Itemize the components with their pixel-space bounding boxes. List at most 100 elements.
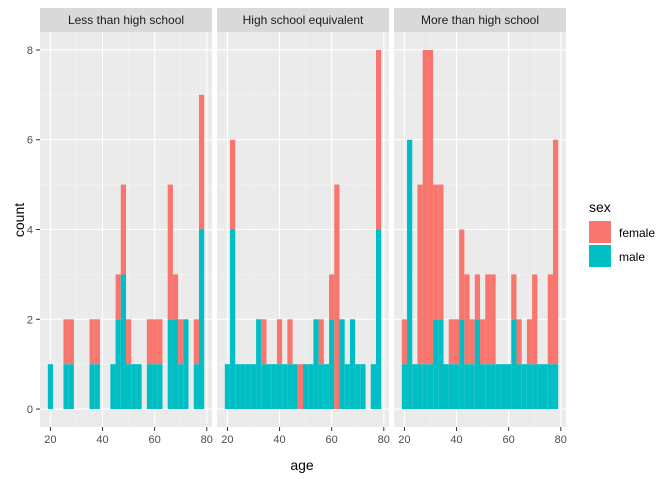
y-tick-label: 4 <box>27 225 33 237</box>
bar-female <box>401 319 408 365</box>
bar-male <box>271 364 277 410</box>
x-tick-label: 80 <box>555 434 567 446</box>
bar-male <box>542 364 548 410</box>
bar-female <box>167 184 173 320</box>
bar-male <box>152 364 158 410</box>
facet-panel-1: Less than high school 20 40 60 80 <box>40 8 213 446</box>
bar-male <box>193 364 199 410</box>
bar-male <box>438 319 444 410</box>
bar-male <box>318 364 324 410</box>
x-tick-label: 20 <box>221 434 233 446</box>
y-axis-title: count <box>11 203 27 237</box>
bar-female <box>422 49 428 365</box>
bar-male <box>172 319 179 410</box>
bar-male <box>183 319 189 410</box>
legend-item-male: male <box>589 245 645 267</box>
bar-male <box>552 364 559 410</box>
bar-male <box>349 319 356 410</box>
bar-male <box>532 364 538 410</box>
bar-female <box>115 274 121 320</box>
facet-strip-label: More than high school <box>421 13 539 27</box>
bar-female <box>297 364 303 410</box>
bar-female <box>438 184 444 320</box>
bar-female <box>375 49 382 230</box>
bar-male <box>370 364 376 410</box>
bar-male <box>490 364 496 410</box>
bar-male <box>313 319 319 410</box>
bar-male <box>136 364 142 410</box>
bar-male <box>68 364 74 410</box>
legend-key-female <box>589 221 611 243</box>
bar-male <box>266 364 272 410</box>
facet-strip <box>394 8 566 32</box>
bar-female <box>334 184 340 410</box>
bar-female <box>198 94 205 230</box>
bar-male <box>63 364 69 410</box>
bar-male <box>500 364 507 410</box>
bar-male <box>547 364 553 410</box>
bar-male <box>126 364 132 410</box>
bar-male <box>485 364 491 410</box>
x-tick-label: 60 <box>503 434 515 446</box>
bar-male <box>355 364 361 410</box>
bar-female <box>448 319 454 365</box>
bar-female <box>63 319 69 365</box>
x-tick-label: 80 <box>378 434 390 446</box>
x-tick-label: 40 <box>273 434 285 446</box>
bar-male <box>537 364 543 410</box>
bar-female <box>480 319 486 365</box>
bar-male <box>495 364 501 410</box>
bar-male <box>157 364 163 410</box>
legend-key-male <box>589 245 611 267</box>
bar-female <box>485 274 491 365</box>
bar-male <box>230 229 236 410</box>
bar-male <box>474 319 480 410</box>
bar-male <box>407 139 413 410</box>
bar-male <box>256 319 262 410</box>
bar-female <box>516 319 522 365</box>
bar-female <box>230 139 236 230</box>
bar-female <box>511 274 517 320</box>
bar-female <box>433 184 439 320</box>
bar-female <box>276 319 283 365</box>
bar-female <box>152 319 158 365</box>
bar-male <box>329 319 335 410</box>
bar-male <box>433 319 439 410</box>
bar-male <box>412 364 418 410</box>
bar-male <box>245 364 251 410</box>
legend: sex female male <box>589 199 655 267</box>
bar-male <box>417 364 423 410</box>
bar-male <box>511 319 517 410</box>
bar-male <box>521 364 527 410</box>
bar-male <box>282 364 288 410</box>
bar-male <box>422 364 428 410</box>
bar-female <box>178 319 184 365</box>
bar-male <box>360 364 366 410</box>
bar-male <box>506 364 512 410</box>
bar-female <box>453 319 460 365</box>
bar-male <box>250 364 257 410</box>
y-tick-label: 2 <box>27 314 33 326</box>
bar-female <box>94 319 100 365</box>
bar-female <box>68 319 74 365</box>
bar-male <box>375 229 382 410</box>
y-tick-label: 8 <box>27 45 33 57</box>
bar-female <box>318 319 324 365</box>
bar-female <box>490 274 496 365</box>
bar-male <box>261 364 267 410</box>
facet-strip <box>40 8 212 32</box>
legend-label-female: female <box>619 226 655 240</box>
bar-male <box>47 364 54 410</box>
x-tick-label: 60 <box>326 434 338 446</box>
x-tick-label: 60 <box>149 434 161 446</box>
bar-male <box>178 364 184 410</box>
bar-female <box>469 319 475 365</box>
bar-female <box>427 49 434 365</box>
bar-female <box>120 184 126 275</box>
bar-male <box>401 364 408 410</box>
bar-male <box>448 364 454 410</box>
x-tick-label: 80 <box>201 434 213 446</box>
bar-male <box>167 319 173 410</box>
bar-male <box>464 364 470 410</box>
